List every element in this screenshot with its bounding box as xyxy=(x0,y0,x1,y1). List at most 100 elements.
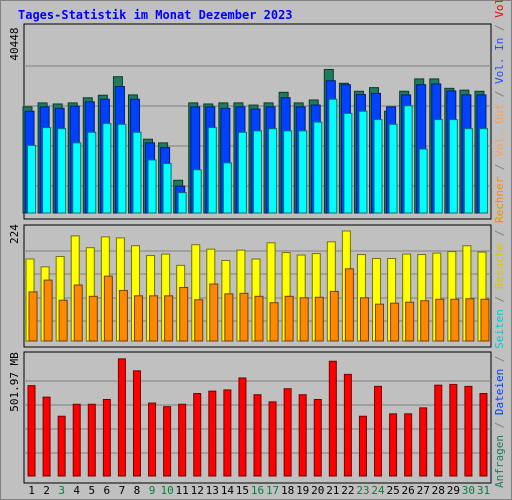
day-label-28: 28 xyxy=(432,484,445,497)
bar-seiten-day-14 xyxy=(222,162,232,214)
day-label-20: 20 xyxy=(311,484,324,497)
bar-seiten-day-26 xyxy=(403,105,413,214)
legend-separator: / xyxy=(493,415,506,435)
day-label-3: 3 xyxy=(58,484,65,497)
legend-separator: / xyxy=(493,18,506,38)
bar-volumen-day-18 xyxy=(283,388,292,477)
day-label-18: 18 xyxy=(281,484,294,497)
day-label-24: 24 xyxy=(371,484,385,497)
legend-entry: Vol. In xyxy=(493,38,506,84)
bar-seiten-day-27 xyxy=(418,148,428,214)
bar-rechner-day-18 xyxy=(284,295,294,342)
bar-seiten-day-18 xyxy=(283,130,293,214)
bar-seiten-day-21 xyxy=(328,98,338,214)
series-legend: Anfragen / Dateien / Seiten / Besuche / … xyxy=(493,0,506,488)
bar-seiten-day-19 xyxy=(298,130,308,214)
bar-volumen-day-20 xyxy=(313,399,322,477)
bar-volumen-day-9 xyxy=(148,402,157,477)
bar-rechner-day-4 xyxy=(73,284,83,342)
day-label-8: 8 xyxy=(134,484,141,497)
bar-seiten-day-12 xyxy=(192,169,202,214)
day-label-21: 21 xyxy=(326,484,339,497)
bar-rechner-day-7 xyxy=(118,289,128,342)
bar-seiten-day-9 xyxy=(147,159,157,214)
bar-seiten-day-15 xyxy=(237,131,247,214)
legend-entry: Anfragen xyxy=(493,435,506,488)
bar-volumen-day-10 xyxy=(163,406,172,477)
bar-rechner-day-3 xyxy=(58,299,68,342)
day-label-4: 4 xyxy=(73,484,80,497)
bar-seiten-day-11 xyxy=(177,192,187,214)
bar-volumen-day-5 xyxy=(87,403,96,477)
bar-rechner-day-29 xyxy=(450,298,460,342)
day-label-26: 26 xyxy=(402,484,415,497)
bar-seiten-day-29 xyxy=(448,119,458,214)
day-label-16: 16 xyxy=(251,484,264,497)
bar-volumen-day-3 xyxy=(57,415,66,477)
day-label-14: 14 xyxy=(221,484,235,497)
bar-seiten-day-2 xyxy=(42,127,52,214)
bar-rechner-day-19 xyxy=(299,297,309,342)
bar-rechner-day-28 xyxy=(435,298,445,342)
bar-rechner-day-10 xyxy=(164,295,174,342)
y-max-label-volume: 501.97 MB xyxy=(8,352,21,412)
bar-seiten-day-22 xyxy=(343,112,353,214)
day-label-6: 6 xyxy=(104,484,111,497)
bar-volumen-day-14 xyxy=(223,389,232,477)
legend-separator: / xyxy=(493,349,506,369)
bar-rechner-day-17 xyxy=(269,302,279,342)
day-label-30: 30 xyxy=(462,484,475,497)
bar-volumen-day-28 xyxy=(434,384,443,477)
chart-title: Tages-Statistik im Monat Dezember 2023 xyxy=(18,8,293,22)
bar-volumen-day-25 xyxy=(389,413,398,477)
legend-separator: / xyxy=(493,223,506,243)
bar-seiten-day-6 xyxy=(102,123,112,214)
bar-volumen-day-30 xyxy=(464,385,473,477)
bar-seiten-day-10 xyxy=(162,163,172,214)
day-label-23: 23 xyxy=(356,484,369,497)
bar-rechner-day-24 xyxy=(375,303,385,342)
day-label-27: 27 xyxy=(417,484,430,497)
bar-rechner-day-22 xyxy=(344,268,354,342)
bar-seiten-day-23 xyxy=(358,110,368,214)
day-label-5: 5 xyxy=(88,484,95,497)
bar-seiten-day-24 xyxy=(373,119,383,214)
bar-rechner-day-13 xyxy=(209,283,219,342)
bar-seiten-day-13 xyxy=(207,127,217,214)
legend-entry: Rechner xyxy=(493,176,506,223)
bar-seiten-day-4 xyxy=(72,142,82,214)
bar-volumen-day-17 xyxy=(268,401,277,477)
bar-rechner-day-8 xyxy=(133,295,143,342)
bar-volumen-day-21 xyxy=(328,360,337,477)
bar-rechner-day-2 xyxy=(43,279,53,342)
bar-seiten-day-7 xyxy=(117,123,127,214)
bar-seiten-day-16 xyxy=(253,130,262,214)
bar-rechner-day-26 xyxy=(405,301,415,342)
y-max-label-visits: 224 xyxy=(8,224,21,244)
bar-rechner-day-1 xyxy=(28,291,38,342)
bar-rechner-day-11 xyxy=(179,286,189,342)
bar-volumen-day-7 xyxy=(117,358,126,477)
day-label-22: 22 xyxy=(341,484,354,497)
day-label-15: 15 xyxy=(236,484,249,497)
bar-volumen-day-12 xyxy=(193,393,202,477)
bar-rechner-day-9 xyxy=(149,295,159,342)
legend-entry: Seiten xyxy=(493,309,506,349)
bar-rechner-day-21 xyxy=(329,290,339,342)
bar-seiten-day-5 xyxy=(87,131,97,214)
bar-rechner-day-6 xyxy=(103,275,113,342)
bar-rechner-day-14 xyxy=(224,293,234,342)
bar-volumen-day-26 xyxy=(404,413,413,477)
bar-seiten-day-25 xyxy=(388,123,398,214)
bar-volumen-day-31 xyxy=(479,393,488,477)
bar-seiten-day-1 xyxy=(27,144,37,214)
bar-volumen-day-6 xyxy=(102,399,111,477)
bar-rechner-day-15 xyxy=(239,292,249,342)
bar-volumen-day-2 xyxy=(42,396,51,477)
bar-seiten-day-20 xyxy=(313,121,323,214)
bar-volumen-day-8 xyxy=(132,370,141,477)
bar-volumen-day-24 xyxy=(374,385,383,477)
bar-volumen-day-11 xyxy=(178,403,187,477)
bar-volumen-day-13 xyxy=(208,390,217,477)
